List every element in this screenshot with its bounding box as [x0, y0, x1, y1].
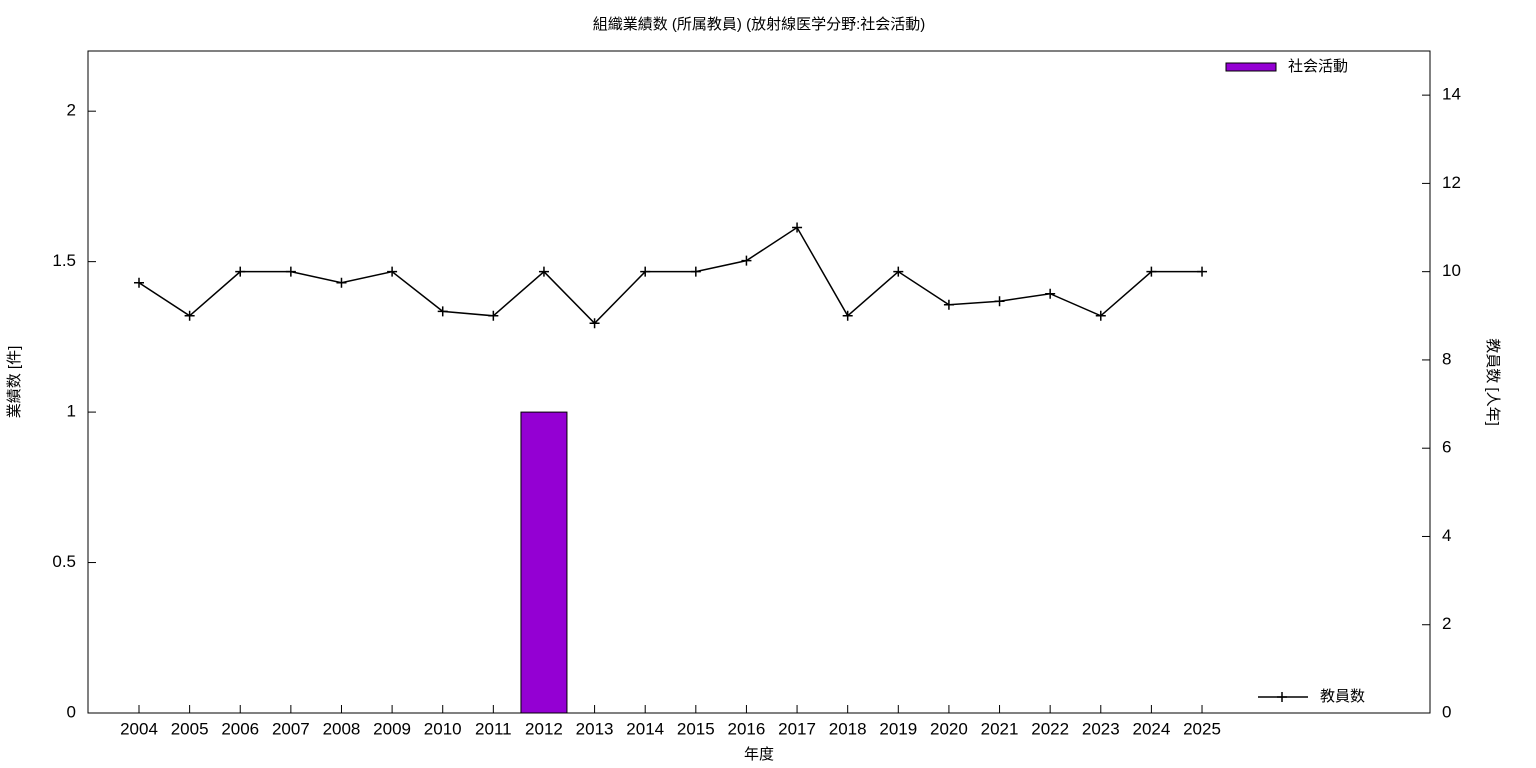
chart-title: 組織業績数 (所属教員) (放射線医学分野:社会活動)	[593, 16, 926, 33]
point-marker	[1146, 266, 1157, 277]
line	[138, 226, 1203, 325]
x-tick-label: 2010	[424, 719, 462, 738]
point-marker	[943, 299, 954, 310]
y2-tick-label: 0	[1442, 702, 1451, 721]
x-tick-label: 2005	[171, 719, 209, 738]
y-tick-label: 1.5	[52, 251, 76, 270]
point-marker	[589, 318, 600, 329]
x-tick-label: 2024	[1132, 719, 1170, 738]
point-marker	[1095, 310, 1106, 321]
point-marker	[184, 310, 195, 321]
x-tick-label: 2011	[475, 719, 512, 738]
x-tick-label: 2013	[576, 719, 614, 738]
point-marker	[893, 266, 904, 277]
point-marker	[134, 277, 144, 288]
y-tick-label: 0	[67, 702, 76, 721]
x-tick-label: 2017	[778, 719, 816, 738]
x-tick-label: 2008	[323, 719, 361, 738]
y-tick-label: 2	[67, 101, 76, 120]
x-tick-label: 2012	[525, 719, 563, 738]
legend-label: 社会活動	[1288, 58, 1348, 75]
x-tick-label: 2007	[272, 719, 310, 738]
point-marker	[1197, 266, 1208, 277]
point-marker	[640, 266, 651, 277]
x-tick-label: 2015	[677, 719, 715, 738]
point-marker	[690, 266, 701, 277]
y2-tick-label: 6	[1442, 438, 1451, 457]
point-marker	[741, 255, 752, 266]
x-tick-label: 2019	[879, 719, 917, 738]
plot-frame	[87, 50, 1431, 714]
point-marker	[285, 266, 296, 277]
y-tick-label: 0.5	[52, 552, 76, 571]
x-tick-label: 2018	[829, 719, 867, 738]
x-axis-label: 年度	[744, 746, 774, 763]
y2-tick-label: 2	[1442, 614, 1451, 633]
bar	[520, 411, 568, 714]
point-marker	[437, 306, 448, 317]
x-tick-label: 2021	[981, 719, 1019, 738]
point-marker	[235, 266, 246, 277]
point-marker	[842, 310, 853, 321]
point-marker	[488, 310, 499, 321]
x-tick-label: 2006	[221, 719, 259, 738]
point-marker	[387, 266, 398, 277]
y2-tick-label: 12	[1442, 173, 1461, 192]
point-marker	[1045, 288, 1056, 299]
x-tick-label: 2025	[1183, 719, 1221, 738]
y-axis-label: 業績数 [件]	[6, 346, 23, 419]
legend-marker	[1277, 692, 1287, 702]
x-tick-label: 2022	[1031, 719, 1069, 738]
y2-tick-label: 14	[1442, 85, 1461, 104]
y2-tick-label: 10	[1442, 261, 1461, 280]
point-marker	[994, 296, 1005, 307]
x-tick-label: 2016	[728, 719, 766, 738]
y2-tick-label: 8	[1442, 349, 1451, 368]
x-tick-label: 2020	[930, 719, 968, 738]
y-tick-label: 1	[67, 402, 76, 421]
legend-swatch	[1225, 62, 1277, 72]
x-tick-label: 2009	[373, 719, 411, 738]
y2-tick-label: 4	[1442, 526, 1451, 545]
legend-label: 教員数	[1320, 688, 1365, 705]
point-marker	[538, 266, 549, 277]
point-marker	[336, 277, 347, 288]
y2-axis-label: 教員数 [人年]	[1484, 338, 1501, 426]
point-marker	[792, 222, 803, 233]
x-tick-label: 2014	[626, 719, 664, 738]
x-tick-label: 2023	[1082, 719, 1120, 738]
x-tick-label: 2004	[120, 719, 158, 738]
